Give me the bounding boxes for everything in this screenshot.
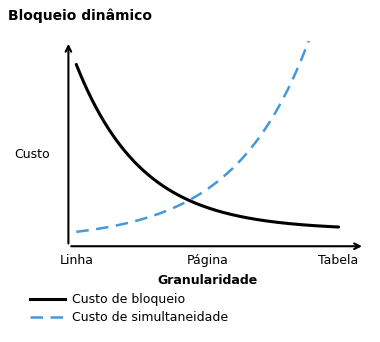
Text: Custo: Custo xyxy=(14,148,50,161)
Text: Granularidade: Granularidade xyxy=(157,274,258,287)
Text: Bloqueio dinâmico: Bloqueio dinâmico xyxy=(8,9,152,23)
Text: Linha: Linha xyxy=(59,254,93,267)
Text: Página: Página xyxy=(187,254,228,267)
Text: Tabela: Tabela xyxy=(318,254,359,267)
Legend: Custo de bloqueio, Custo de simultaneidade: Custo de bloqueio, Custo de simultaneida… xyxy=(25,288,233,329)
